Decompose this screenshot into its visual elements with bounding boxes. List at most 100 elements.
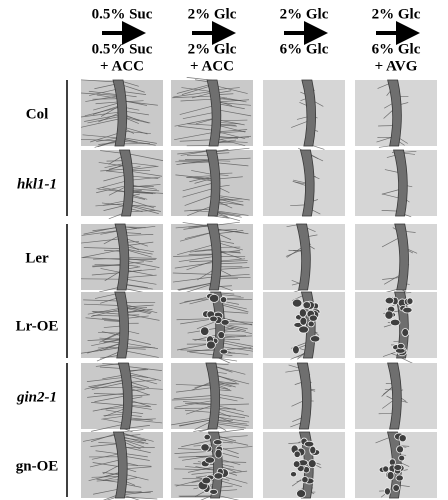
root-bulge — [304, 440, 315, 448]
root-hair — [189, 260, 213, 263]
root-hair — [376, 136, 393, 143]
root — [119, 149, 134, 217]
root-hair — [381, 189, 399, 195]
photo-panel — [263, 223, 345, 294]
root-hair — [177, 282, 213, 291]
root-bulge — [395, 474, 404, 482]
root-bulge — [209, 315, 218, 323]
root-hair — [92, 105, 119, 115]
root-hair — [175, 224, 213, 229]
root-hair — [91, 382, 124, 390]
photo-panel — [171, 147, 253, 222]
photo-panel — [80, 79, 163, 148]
photo-panel — [263, 362, 345, 430]
root-hair — [182, 188, 212, 198]
root-hair — [290, 204, 306, 207]
root-hair — [106, 496, 119, 500]
root-hair — [299, 101, 308, 106]
root-hair — [87, 338, 120, 341]
root-bulge — [307, 320, 315, 328]
root-hair — [93, 102, 119, 111]
root-hair — [98, 162, 125, 167]
root-hair — [100, 168, 125, 172]
root-hair — [80, 79, 119, 83]
root-hair — [194, 421, 212, 430]
root-hair — [178, 125, 213, 131]
photo-panel — [355, 431, 437, 499]
header-to-extra: + ACC — [100, 58, 144, 74]
root-hair — [386, 395, 393, 400]
root-hair — [177, 244, 213, 256]
root-hair — [105, 164, 125, 172]
root-bulge — [301, 476, 309, 484]
root-hair — [174, 400, 211, 408]
photo-panel — [171, 428, 253, 500]
photo-panel — [355, 79, 437, 148]
root-hair — [90, 443, 119, 447]
root-hair — [104, 163, 125, 169]
root-hair — [81, 257, 121, 260]
root-hair — [382, 193, 399, 199]
root-hair — [88, 88, 119, 96]
root-hair — [83, 299, 120, 302]
root-hair — [191, 471, 214, 475]
root-hair — [176, 83, 213, 94]
root-hair — [91, 476, 119, 478]
root-hair — [91, 453, 119, 460]
root-hair — [383, 110, 393, 119]
photo-panel — [355, 362, 437, 430]
root-hair — [104, 249, 121, 252]
root-hair — [102, 187, 125, 192]
root-hair — [179, 139, 213, 142]
root — [296, 362, 312, 430]
root-hair — [80, 92, 119, 96]
root-bulge — [219, 296, 228, 304]
root-bulge — [201, 476, 212, 485]
root-bulge — [309, 445, 317, 455]
root-bulge — [291, 298, 303, 308]
root-hair — [186, 405, 212, 415]
root-hair — [91, 272, 121, 276]
root-bulge — [302, 301, 312, 310]
root-bulge — [401, 328, 410, 337]
root-hair — [381, 210, 399, 212]
root-hair — [179, 232, 213, 242]
photo-panel — [80, 291, 163, 362]
root-hair — [173, 91, 213, 98]
root-hair — [381, 237, 400, 248]
photo-panel — [81, 149, 164, 220]
root-bulge — [209, 488, 219, 495]
root-hair — [80, 138, 119, 142]
root-hair — [83, 226, 121, 235]
header-from: 0.5% Suc — [92, 6, 153, 22]
root-bulge — [292, 460, 301, 468]
photo-panel — [81, 362, 163, 437]
root-bulge — [389, 318, 401, 327]
root-bulge — [298, 325, 309, 334]
root-hair — [193, 177, 212, 182]
root-hair — [290, 352, 307, 360]
root-hair — [87, 116, 119, 124]
root — [117, 362, 133, 430]
root-hair — [184, 231, 213, 239]
root-hair — [292, 417, 303, 423]
root-hair — [96, 94, 119, 99]
photo-panel — [171, 362, 253, 435]
root-hair — [296, 116, 307, 120]
root-hair — [180, 150, 212, 156]
root-hair — [180, 98, 213, 102]
root-bulge — [298, 308, 307, 318]
root-hair — [180, 349, 216, 352]
root-hair — [182, 183, 212, 192]
root-hair — [91, 402, 124, 406]
header-to: 6% Glc — [280, 41, 329, 57]
root-hair — [103, 413, 124, 417]
header-from: 2% Glc — [188, 6, 237, 22]
root-hair — [294, 181, 306, 185]
root-bulge — [203, 433, 211, 441]
root — [387, 79, 402, 147]
panel-bg — [263, 80, 345, 146]
root — [387, 362, 402, 430]
root-hair — [94, 395, 124, 403]
root-hair — [196, 321, 216, 330]
